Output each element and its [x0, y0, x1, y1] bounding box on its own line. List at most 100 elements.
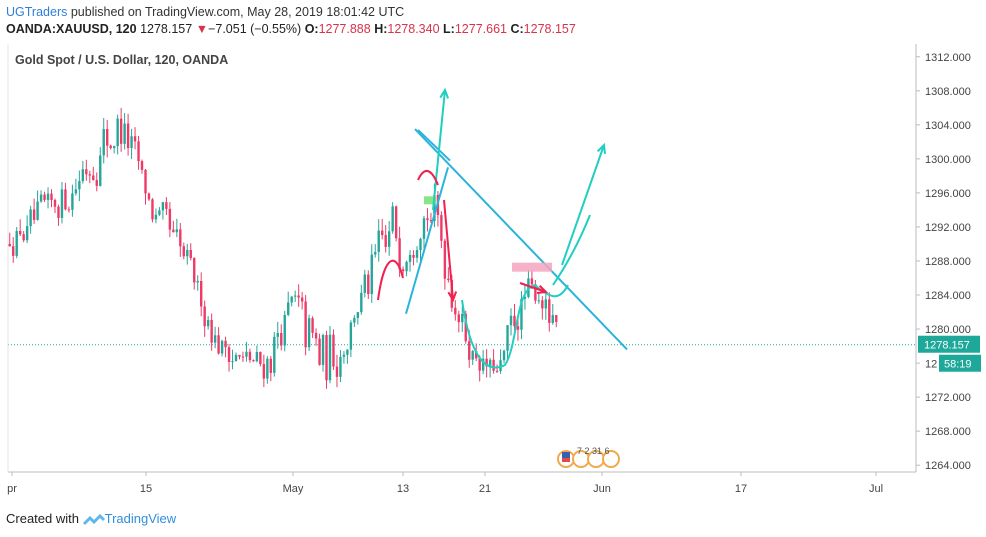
candle-body [502, 350, 506, 361]
candle-body [259, 351, 262, 365]
tradingview-logo-icon [82, 513, 105, 525]
candle-body [112, 146, 116, 149]
arrow-head [439, 87, 450, 99]
candle-body [64, 189, 67, 210]
candle-body [227, 347, 231, 363]
candle-body [29, 209, 32, 227]
publisher-name[interactable]: UGTraders [6, 5, 68, 19]
candle-body [377, 230, 380, 252]
y-tick-label: 1268.000 [925, 426, 971, 438]
x-tick-label: 13 [397, 483, 409, 495]
candle-body [541, 300, 544, 309]
x-tick-label: 17 [735, 483, 747, 495]
close-value: 1278.157 [523, 22, 576, 36]
x-tick-label: 15 [140, 483, 152, 495]
candle-body [374, 251, 377, 255]
candles-layer [8, 107, 558, 389]
candle-body [346, 349, 349, 355]
green-zone [424, 196, 436, 205]
y-tick-label: 1272.000 [925, 392, 971, 404]
candle-body [523, 296, 527, 299]
candle-body [234, 354, 238, 362]
candle-body [199, 280, 203, 307]
candle-body [422, 218, 426, 239]
candle-body [193, 258, 196, 283]
candle-body [492, 359, 495, 371]
high-value: 1278.340 [387, 22, 440, 36]
candle-body [384, 235, 387, 247]
last-price: 1278.157 [140, 22, 193, 36]
time-axis: pr 15 May 13 21 Jun 17 Jul [7, 44, 916, 495]
candle-body [95, 180, 98, 186]
high-label: H: [374, 22, 388, 36]
candle-body [18, 230, 22, 235]
countdown-box [939, 354, 981, 372]
candle-body [429, 220, 433, 222]
candle-body [57, 206, 60, 218]
candle-body [342, 354, 346, 357]
candle-body [213, 335, 217, 343]
candle-body [50, 193, 53, 201]
candle-body [189, 249, 192, 259]
y-tick-label: 1264.000 [925, 460, 971, 472]
arrow-shaft [443, 199, 454, 301]
red-curve-top [417, 170, 439, 186]
candle-body [415, 250, 419, 258]
candle-body [311, 318, 314, 333]
candle-body [314, 332, 318, 339]
candle-body [179, 229, 182, 247]
candle-body [461, 313, 464, 323]
candle-body [36, 201, 39, 220]
candle-body [454, 307, 457, 315]
candle-body [537, 300, 541, 302]
candle-body [440, 215, 443, 241]
candle-body [99, 155, 102, 186]
event-circle-icon [602, 450, 620, 468]
x-tick-label: Jun [593, 483, 611, 495]
candle-body [273, 336, 276, 373]
candle-body [283, 314, 286, 346]
candle-body [332, 334, 335, 367]
candle-body [186, 249, 189, 257]
candle-body [325, 335, 328, 381]
tradingview-brand[interactable]: TradingView [104, 511, 177, 526]
current-price-label: 1278.157 [924, 340, 970, 352]
candle-body [405, 261, 408, 272]
countdown-label: 58:19 [944, 359, 972, 371]
candle-body [360, 292, 363, 313]
y-tick-label: 1304.000 [925, 120, 971, 132]
open-value: 1277.888 [318, 22, 371, 36]
descending-trendline [414, 128, 628, 351]
created-with-text: Created with [6, 511, 79, 526]
candle-body [231, 361, 234, 363]
up-arrow-left [432, 87, 450, 211]
candle-body [290, 296, 293, 303]
drawings-layer: 7 2 31 6 [377, 87, 628, 468]
change-value: −7.051 (−0.55%) [208, 22, 302, 36]
candle-body [60, 189, 64, 218]
up-arrow-right [561, 142, 607, 266]
candle-body [165, 202, 168, 209]
candle-body [206, 319, 210, 327]
arrow-head [536, 284, 549, 295]
partial-tick-label: 12 [925, 359, 937, 371]
current-price-box [918, 335, 980, 353]
candle-body [534, 284, 537, 301]
candle-body [133, 136, 137, 142]
candle-body [304, 301, 307, 348]
published-text: published on TradingView.com, May 28, 20… [67, 5, 405, 19]
candle-body [335, 366, 339, 377]
candle-body [481, 358, 485, 371]
candle-body [140, 161, 144, 170]
close-label: C: [510, 22, 524, 36]
candle-body [443, 240, 447, 279]
pink-zone [512, 262, 552, 272]
down-arrow-red [443, 199, 458, 303]
candle-body [46, 193, 50, 200]
y-tick-label: 1288.000 [925, 256, 971, 268]
y-tick-label: 1300.000 [925, 154, 971, 166]
candle-body [158, 210, 161, 215]
candle-body [126, 123, 130, 149]
y-tick-label: 1308.000 [925, 86, 971, 98]
